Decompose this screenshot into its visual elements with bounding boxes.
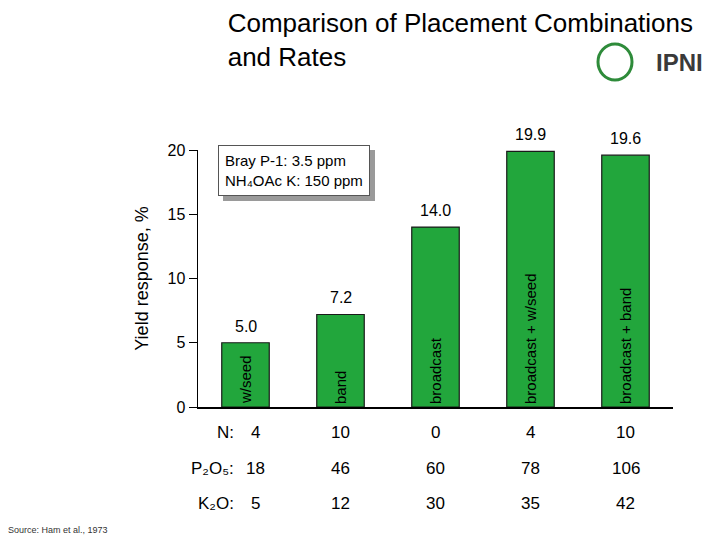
svg-text:0: 0 <box>431 423 440 442</box>
svg-text:10: 10 <box>616 423 635 442</box>
svg-text:broadcast + band: broadcast + band <box>617 288 634 404</box>
svg-text:4: 4 <box>251 423 260 442</box>
svg-text:42: 42 <box>616 494 635 513</box>
svg-text:10: 10 <box>168 270 186 287</box>
svg-text:15: 15 <box>168 206 186 223</box>
svg-text:Bray P-1: 3.5 ppmNH₄OAc K: 150: Bray P-1: 3.5 ppmNH₄OAc K: 150 ppm <box>230 157 368 194</box>
svg-text:Comparison of Placement Combin: Comparison of Placement Combinationsand … <box>228 8 693 72</box>
svg-text:0: 0 <box>176 399 185 416</box>
svg-text:19.9: 19.9 <box>515 126 546 143</box>
svg-text:broadcast: broadcast <box>427 337 444 404</box>
svg-text:5: 5 <box>251 494 260 513</box>
svg-text:14.0: 14.0 <box>420 202 451 219</box>
svg-text:46: 46 <box>331 459 350 478</box>
svg-text:35: 35 <box>521 494 540 513</box>
svg-text:10: 10 <box>331 423 350 442</box>
svg-text:band: band <box>332 371 349 404</box>
svg-text:Yield response, %: Yield response, % <box>132 206 152 350</box>
svg-text:20: 20 <box>168 142 186 159</box>
svg-text:P₂O₅:: P₂O₅: <box>191 459 234 478</box>
svg-text:Bray P-1: 3.5 ppmNH₄OAc K: 150: Bray P-1: 3.5 ppmNH₄OAc K: 150 ppm <box>225 152 363 189</box>
svg-text:broadcast + w/seed: broadcast + w/seed <box>522 274 539 405</box>
svg-text:IPNI: IPNI <box>656 49 703 76</box>
svg-text:w/seed: w/seed <box>237 355 254 404</box>
svg-text:4: 4 <box>526 423 535 442</box>
svg-text:30: 30 <box>426 494 445 513</box>
svg-text:12: 12 <box>331 494 350 513</box>
svg-text:18: 18 <box>246 459 265 478</box>
svg-text:Source: Ham et al., 1973: Source: Ham et al., 1973 <box>8 525 108 535</box>
svg-text:106: 106 <box>612 459 640 478</box>
svg-text:K₂O:: K₂O: <box>198 494 234 513</box>
svg-text:78: 78 <box>521 459 540 478</box>
svg-text:60: 60 <box>426 459 445 478</box>
svg-text:7.2: 7.2 <box>330 289 352 306</box>
svg-text:5: 5 <box>176 334 185 351</box>
svg-text:N:: N: <box>217 423 234 442</box>
svg-text:19.6: 19.6 <box>610 130 641 147</box>
svg-text:5.0: 5.0 <box>235 318 257 335</box>
